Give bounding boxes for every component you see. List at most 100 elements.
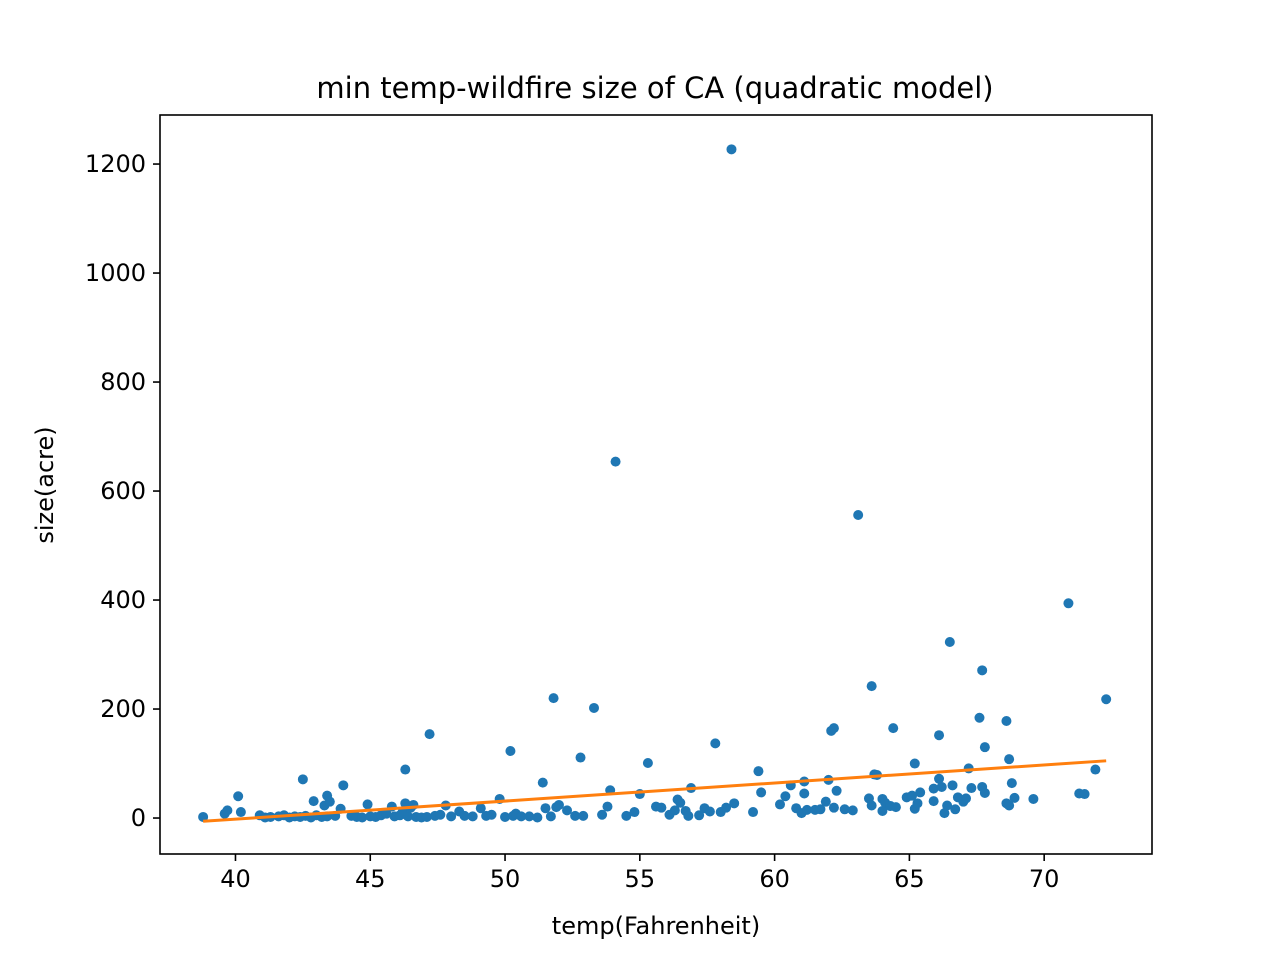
- data-point: [877, 805, 888, 816]
- data-point: [939, 808, 950, 819]
- data-point: [912, 798, 923, 809]
- x-tick-label: 40: [220, 865, 251, 893]
- data-point: [500, 811, 511, 822]
- y-axis-label: size(acre): [31, 426, 59, 543]
- y-tick-label: 1000: [85, 259, 146, 287]
- data-point: [831, 785, 842, 796]
- data-point: [1004, 754, 1015, 765]
- data-point: [866, 681, 877, 692]
- data-point: [1090, 764, 1101, 775]
- data-point: [1101, 694, 1112, 705]
- data-point: [642, 757, 653, 768]
- x-tick-label: 50: [490, 865, 521, 893]
- x-axis-label: temp(Fahrenheit): [552, 912, 760, 940]
- data-point: [548, 693, 559, 704]
- data-point: [1079, 789, 1090, 800]
- data-point: [780, 791, 791, 802]
- data-point: [753, 766, 764, 777]
- plot-area: [198, 144, 1112, 823]
- data-point: [381, 808, 392, 819]
- data-point: [907, 790, 918, 801]
- data-point: [421, 811, 432, 822]
- data-point: [974, 712, 985, 723]
- data-point: [866, 800, 877, 811]
- data-point: [756, 787, 767, 798]
- scatter-points: [198, 144, 1112, 823]
- data-point: [1006, 778, 1017, 789]
- data-point: [435, 809, 446, 820]
- data-point: [467, 811, 478, 822]
- data-point: [820, 796, 831, 807]
- data-point: [575, 752, 586, 763]
- data-point: [1001, 716, 1012, 727]
- x-tick-label: 55: [625, 865, 656, 893]
- chart-title: min temp-wildfire size of CA (quadratic …: [316, 71, 993, 105]
- data-point: [553, 799, 564, 810]
- data-point: [977, 665, 988, 676]
- data-point: [610, 456, 621, 467]
- y-tick-label: 400: [100, 586, 146, 614]
- data-point: [801, 804, 812, 815]
- x-tick-label: 70: [1029, 865, 1060, 893]
- data-point: [222, 805, 233, 816]
- data-point: [621, 810, 632, 821]
- data-point: [532, 812, 543, 823]
- data-point: [942, 800, 953, 811]
- x-tick-label: 60: [759, 865, 790, 893]
- data-point: [729, 798, 740, 809]
- fit-line-layer: [203, 759, 1107, 823]
- data-point: [475, 803, 486, 814]
- data-point: [928, 783, 939, 794]
- data-point: [578, 810, 589, 821]
- data-point: [828, 802, 839, 813]
- data-point: [694, 810, 705, 821]
- data-point: [704, 806, 715, 817]
- data-point: [721, 802, 732, 813]
- data-point: [979, 787, 990, 798]
- data-point: [947, 780, 958, 791]
- data-point: [308, 796, 319, 807]
- data-point: [961, 793, 971, 804]
- data-point: [890, 802, 901, 813]
- data-point: [570, 810, 581, 821]
- y-tick-label: 800: [100, 368, 146, 396]
- data-point: [602, 801, 613, 812]
- data-point: [324, 796, 335, 807]
- data-point: [537, 777, 548, 788]
- data-point: [915, 787, 926, 798]
- data-point: [400, 764, 411, 775]
- data-point: [839, 804, 850, 815]
- data-point: [847, 805, 858, 816]
- data-point: [198, 811, 209, 822]
- x-tick-label: 65: [894, 865, 925, 893]
- data-point: [1028, 793, 1039, 804]
- data-point: [828, 723, 839, 734]
- data-point: [446, 811, 457, 822]
- data-point: [979, 742, 990, 753]
- data-point: [656, 802, 667, 813]
- y-axis-ticks: 0 200 400 600 800 1000 1200: [85, 150, 160, 832]
- y-tick-label: 1200: [85, 150, 146, 178]
- data-point: [1063, 598, 1074, 609]
- x-axis-ticks: 40 45 50 55 60 65 70: [220, 854, 1059, 893]
- data-point: [589, 702, 599, 713]
- data-point: [1009, 792, 1020, 803]
- data-point: [675, 797, 686, 808]
- data-point: [235, 807, 246, 818]
- data-point: [909, 758, 920, 769]
- data-point: [928, 796, 939, 807]
- y-tick-label: 600: [100, 477, 146, 505]
- data-point: [357, 812, 368, 823]
- data-point: [629, 807, 640, 818]
- data-point: [799, 788, 810, 799]
- data-point: [362, 799, 373, 810]
- data-point: [540, 803, 551, 814]
- data-point: [936, 781, 947, 792]
- data-point: [524, 811, 535, 822]
- data-point: [934, 773, 945, 784]
- data-point: [403, 811, 413, 822]
- data-point: [338, 780, 349, 791]
- data-point: [683, 810, 694, 821]
- data-point: [815, 804, 826, 815]
